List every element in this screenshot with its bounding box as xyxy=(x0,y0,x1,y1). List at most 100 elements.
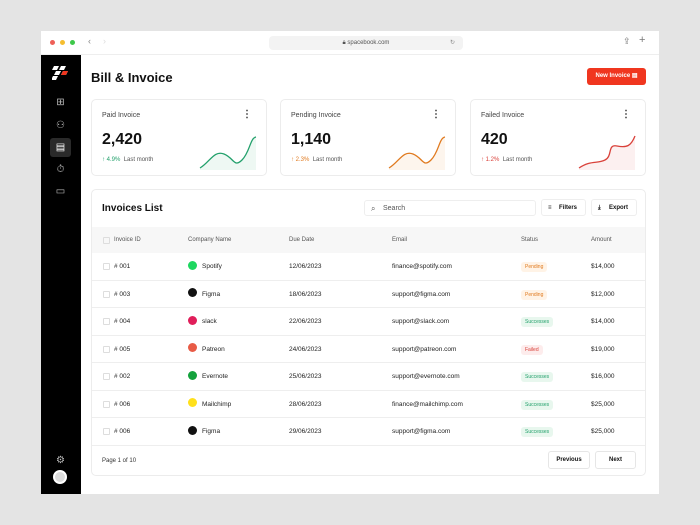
row-checkbox[interactable] xyxy=(103,318,110,325)
change-period: Last month xyxy=(312,157,343,163)
company-cell: Patreon xyxy=(188,336,225,363)
company-logo-icon xyxy=(188,398,197,408)
filters-button[interactable]: ≡ Filters xyxy=(541,199,586,216)
email: support@evernote.com xyxy=(392,373,460,380)
invoice-icon: ▤ xyxy=(631,73,638,79)
due-date: 28/06/2023 xyxy=(289,400,322,408)
more-options-icon[interactable]: ⋮ xyxy=(431,109,441,120)
avatar[interactable] xyxy=(53,470,67,484)
change-percent: 1.2% xyxy=(485,157,500,163)
select-all-checkbox[interactable] xyxy=(103,237,110,244)
search-input[interactable]: ⌕ Search xyxy=(364,200,536,216)
company-logo-icon xyxy=(188,425,197,435)
invoices-table-card: Invoices List ⌕ Search ≡ Filters ⤓ Export I… xyxy=(91,189,646,476)
row-checkbox[interactable] xyxy=(103,290,110,298)
browser-toolbar: ‹ › 🔒︎ spacebook.com ↻ ⇪ + xyxy=(41,31,659,55)
row-checkbox[interactable] xyxy=(103,373,110,380)
column-header[interactable]: Email xyxy=(392,237,408,243)
table-row[interactable]: # 004 slack 22/06/2023 support@slack.com… xyxy=(92,308,645,336)
due-date: 25/06/2023 xyxy=(289,373,322,380)
lock-icon: 🔒︎ xyxy=(342,40,348,46)
company-name: slack xyxy=(202,318,217,325)
more-options-icon[interactable]: ⋮ xyxy=(242,109,252,120)
table-title: Invoices List xyxy=(102,203,163,214)
search-placeholder: Search xyxy=(383,205,406,212)
amount: $19,000 xyxy=(591,345,615,353)
amount: $14,000 xyxy=(591,263,615,270)
table-row[interactable]: # 006 Figma 29/06/2023 support@figma.com… xyxy=(92,418,645,446)
arrow-up-icon: ↑ xyxy=(291,157,294,163)
new-tab-icon[interactable]: + xyxy=(639,34,646,46)
column-header[interactable]: Due Date xyxy=(289,237,315,243)
share-icon[interactable]: ⇪ xyxy=(623,36,631,46)
card-value: 2,420 xyxy=(102,131,143,148)
status-badge: Pending xyxy=(521,289,548,300)
card-change: ↑ 1.2% Last month xyxy=(481,157,532,163)
due-date: 22/06/2023 xyxy=(289,318,322,325)
table-row[interactable]: # 005 Patreon 24/06/2023 support@patreon… xyxy=(92,336,645,363)
back-icon[interactable]: ‹ xyxy=(88,36,91,46)
table-row[interactable]: # 002 Evernote 25/06/2023 support@everno… xyxy=(92,363,645,391)
url-text: spacebook.com xyxy=(347,40,390,46)
export-button[interactable]: ⤓ Export xyxy=(591,199,637,216)
timer-icon[interactable]: ⏱ xyxy=(56,164,65,175)
page-info: Page 1 of 10 xyxy=(102,458,137,464)
table-row[interactable]: # 006 Mailchimp 28/06/2023 finance@mailc… xyxy=(92,391,645,418)
status-badge: Successes xyxy=(521,372,554,382)
reload-icon[interactable]: ↻ xyxy=(449,40,455,46)
due-date: 24/06/2023 xyxy=(289,345,322,353)
failed-sparkline xyxy=(578,135,636,170)
invoice-id: # 006 xyxy=(114,400,131,408)
amount: $14,000 xyxy=(591,318,615,325)
amount: $12,000 xyxy=(591,290,615,298)
invoice-id: # 005 xyxy=(114,345,131,353)
change-period: Last month xyxy=(502,157,533,163)
table-row[interactable]: # 003 Figma 18/06/2023 support@figma.com… xyxy=(92,281,645,308)
maximize-window-button[interactable] xyxy=(70,40,75,45)
amount: $25,000 xyxy=(591,400,615,408)
failed-invoice-card: Failed Invoice ⋮ 420 ↑ 1.2% Last month xyxy=(470,99,646,176)
pending-sparkline xyxy=(388,136,446,170)
column-header[interactable]: Company Name xyxy=(188,237,232,243)
company-logo-icon xyxy=(188,370,197,380)
minimize-window-button[interactable] xyxy=(60,40,65,45)
row-checkbox[interactable] xyxy=(103,263,110,270)
company-name: Figma xyxy=(202,290,221,298)
dashboard-icon[interactable]: ⊞ xyxy=(56,97,65,108)
next-button[interactable]: Next xyxy=(595,451,636,469)
invoice-id: # 006 xyxy=(114,428,131,435)
table-header: Invoice ID Company Name Due Date Email S… xyxy=(92,227,645,253)
address-bar[interactable]: 🔒︎ spacebook.com ↻ xyxy=(269,36,463,50)
card-value: 1,140 xyxy=(291,131,332,148)
company-cell: Evernote xyxy=(188,363,228,390)
forward-icon[interactable]: › xyxy=(103,36,106,46)
row-checkbox[interactable] xyxy=(103,428,110,435)
email: support@figma.com xyxy=(392,290,451,298)
page-title: Bill & Invoice xyxy=(91,70,173,85)
email: support@figma.com xyxy=(392,428,451,435)
new-invoice-label: New Invoice xyxy=(595,73,631,79)
invoice-icon[interactable]: ▤ xyxy=(50,138,71,157)
card-title: Paid Invoice xyxy=(102,112,141,119)
due-date: 12/06/2023 xyxy=(289,263,322,270)
close-window-button[interactable] xyxy=(50,40,55,45)
column-header[interactable]: Amount xyxy=(591,237,612,243)
company-cell: Figma xyxy=(188,418,220,445)
archive-icon[interactable]: ▭ xyxy=(55,186,66,197)
column-header[interactable]: Status xyxy=(521,237,539,243)
new-invoice-button[interactable]: New Invoice ▤ xyxy=(587,68,646,85)
table-row[interactable]: # 001 Spotify 12/06/2023 finance@spotify… xyxy=(92,253,645,281)
company-cell: Figma xyxy=(188,281,220,308)
change-period: Last month xyxy=(123,157,154,163)
previous-button[interactable]: Previous xyxy=(548,451,590,469)
invoice-id: # 002 xyxy=(114,373,131,380)
row-checkbox[interactable] xyxy=(103,400,110,408)
card-title: Pending Invoice xyxy=(291,112,341,119)
row-checkbox[interactable] xyxy=(103,345,110,353)
more-options-icon[interactable]: ⋮ xyxy=(621,109,631,120)
column-header[interactable]: Invoice ID xyxy=(114,237,141,243)
users-icon[interactable]: ⚇ xyxy=(56,120,65,131)
settings-icon[interactable]: ⚙ xyxy=(56,455,65,466)
company-cell: Spotify xyxy=(188,253,222,280)
card-value: 420 xyxy=(481,131,508,148)
